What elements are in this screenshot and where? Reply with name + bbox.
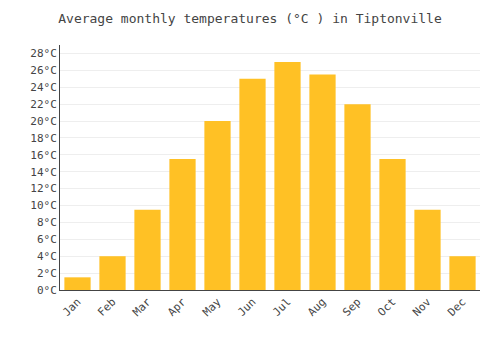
svg-text:22°C: 22°C <box>30 98 57 111</box>
svg-text:Aug: Aug <box>305 296 328 319</box>
svg-text:14°C: 14°C <box>30 166 57 179</box>
svg-text:Jun: Jun <box>235 296 258 319</box>
svg-text:18°C: 18°C <box>30 132 57 145</box>
svg-text:12°C: 12°C <box>30 182 57 195</box>
svg-text:20°C: 20°C <box>30 115 57 128</box>
svg-text:Nov: Nov <box>410 295 434 319</box>
svg-text:2°C: 2°C <box>37 267 57 280</box>
svg-text:Feb: Feb <box>95 296 118 319</box>
svg-text:26°C: 26°C <box>30 64 57 77</box>
svg-text:24°C: 24°C <box>30 81 57 94</box>
svg-text:Jul: Jul <box>270 296 293 319</box>
svg-text:Average monthly temperatures (: Average monthly temperatures (°C ) in Ti… <box>58 11 442 26</box>
svg-text:Sep: Sep <box>340 296 363 319</box>
svg-text:Jan: Jan <box>60 296 83 319</box>
svg-text:Apr: Apr <box>165 295 189 319</box>
svg-text:6°C: 6°C <box>37 233 57 246</box>
svg-text:28°C: 28°C <box>30 47 57 60</box>
svg-text:Oct: Oct <box>375 296 398 319</box>
svg-text:May: May <box>200 295 224 319</box>
svg-text:10°C: 10°C <box>30 199 57 212</box>
svg-text:8°C: 8°C <box>37 216 57 229</box>
svg-text:4°C: 4°C <box>37 250 57 263</box>
svg-text:16°C: 16°C <box>30 149 57 162</box>
svg-text:0°C: 0°C <box>37 284 57 297</box>
svg-text:Dec: Dec <box>445 296 468 319</box>
svg-text:Mar: Mar <box>130 295 154 319</box>
